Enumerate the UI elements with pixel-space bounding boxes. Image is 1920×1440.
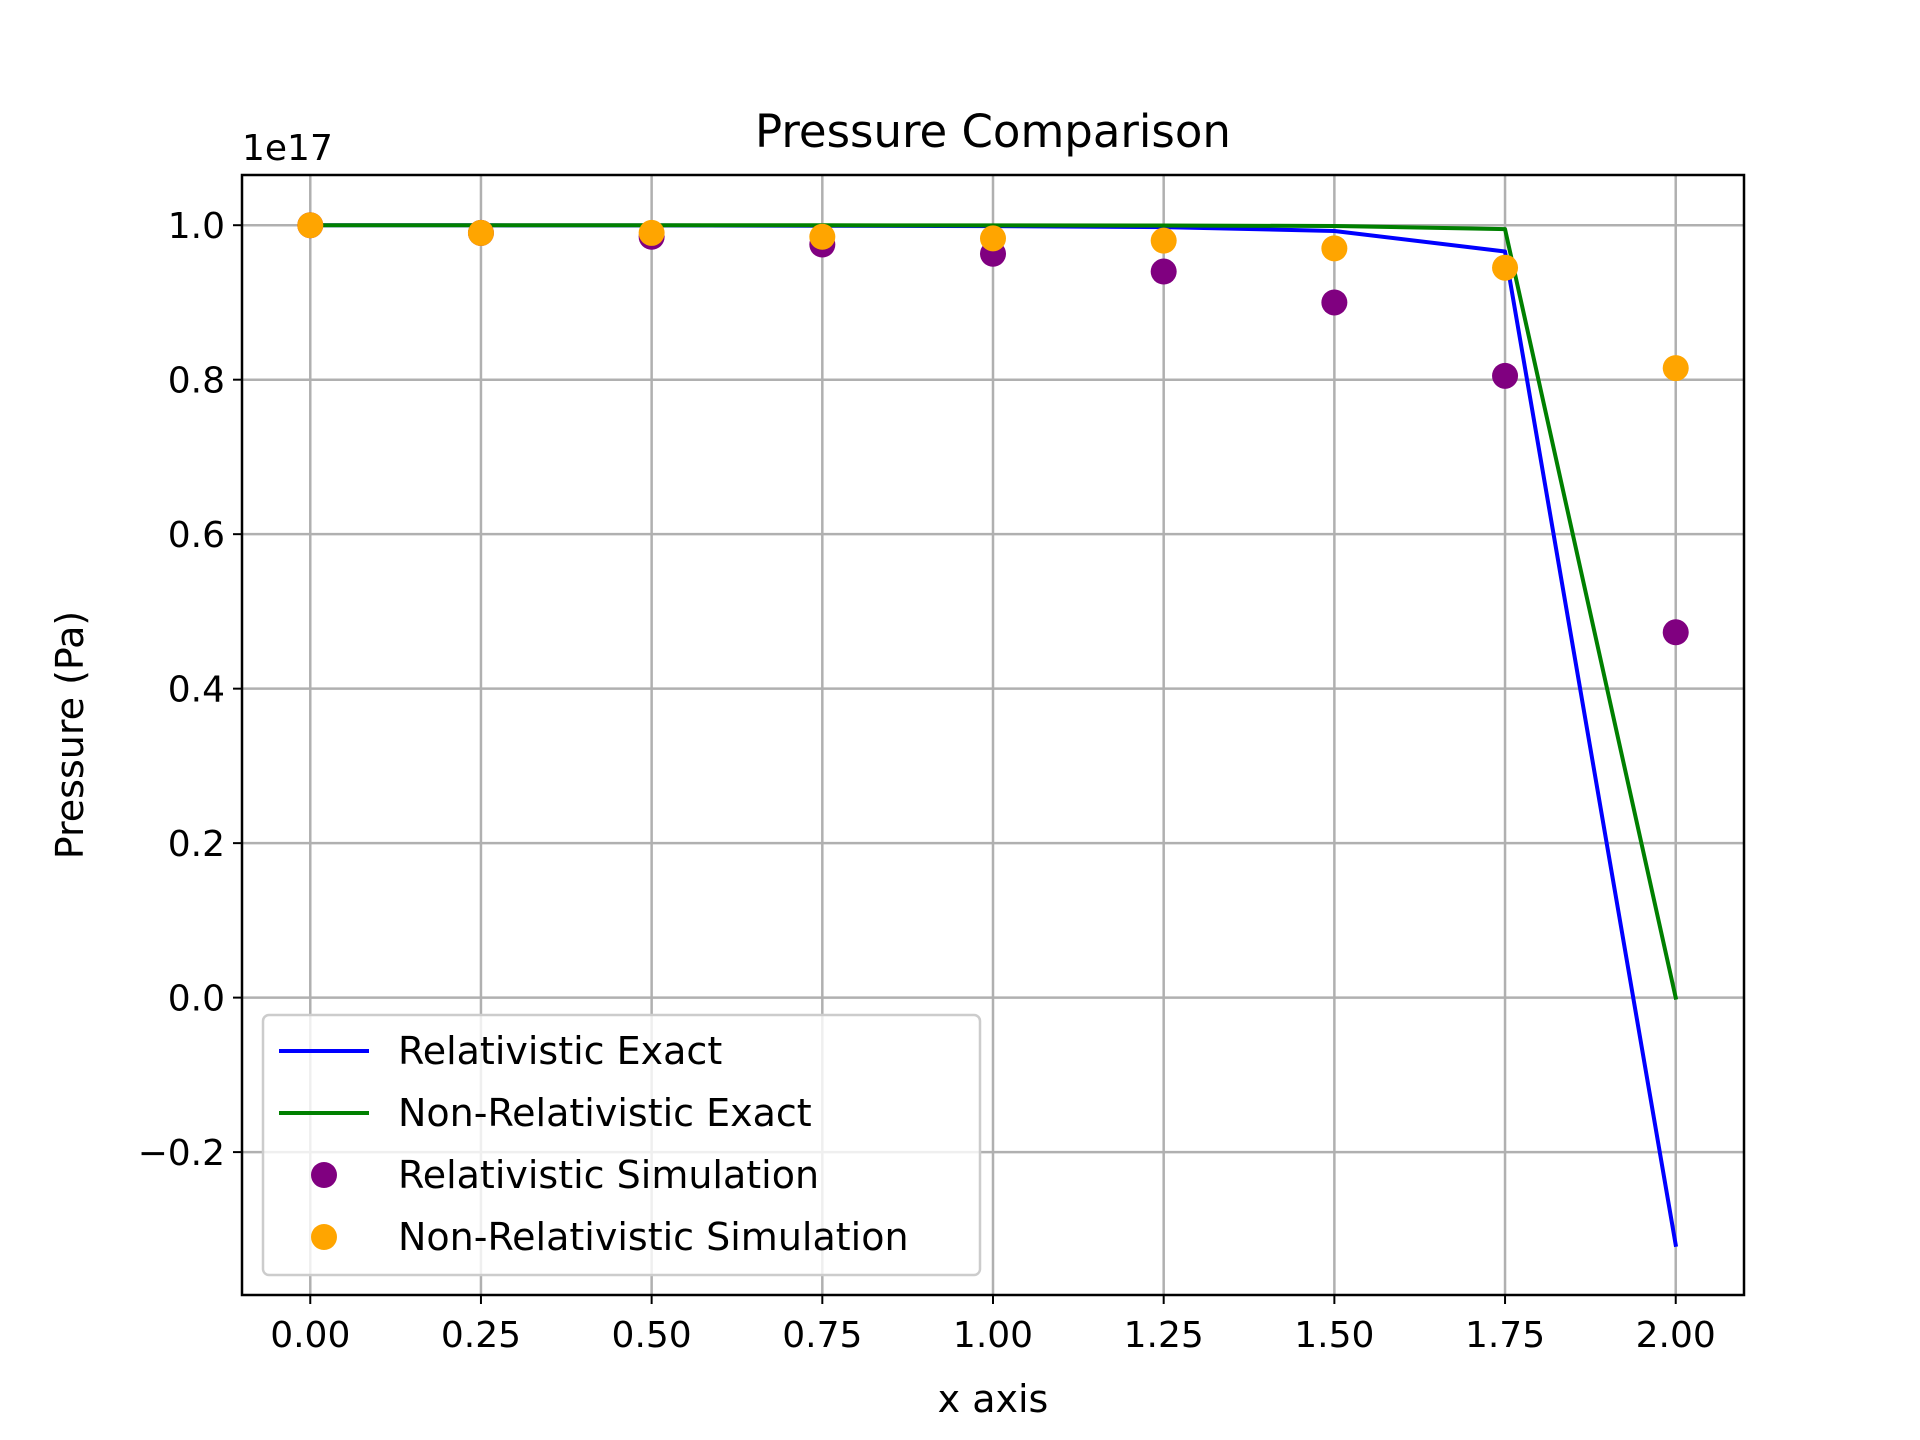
legend-swatch-non-relativistic-simulation	[311, 1224, 337, 1250]
point-non-relativistic-simulation	[1492, 254, 1519, 281]
legend-frame	[261, 1013, 982, 1277]
x-tick-label: 1.50	[1294, 1315, 1374, 1356]
x-tick-label: 0.75	[782, 1315, 862, 1356]
legend-label: Non-Relativistic Simulation	[398, 1215, 909, 1259]
point-non-relativistic-simulation	[980, 225, 1006, 252]
grid	[242, 175, 1744, 1295]
y-tick-label: 1.0	[168, 206, 225, 247]
y-tick-label: 0.4	[168, 670, 225, 711]
ticks: 0.00 0.25 0.50 0.75 1.00 1.25 1.50 1.75 2.00 −0.2…	[138, 206, 1716, 1356]
series-layer	[297, 212, 1689, 1248]
x-tick-label: 0.25	[441, 1315, 521, 1356]
legend-label: Non-Relativistic Exact	[398, 1091, 812, 1135]
point-relativistic-simulation	[1492, 362, 1519, 389]
x-tick-label: 0.00	[270, 1315, 350, 1356]
x-axis-title: x axis	[938, 1377, 1049, 1421]
x-tick-label: 1.00	[953, 1315, 1033, 1356]
x-tick-label: 0.50	[612, 1315, 692, 1356]
x-tick-label: 1.25	[1124, 1315, 1204, 1356]
point-non-relativistic-simulation	[1662, 355, 1689, 382]
legend-items: Relativistic Exact Non-Relativistic Exact…	[279, 1029, 909, 1259]
y-tick-label: 0.2	[168, 824, 225, 865]
legend-label: Relativistic Exact	[398, 1029, 722, 1073]
point-non-relativistic-simulation	[809, 223, 836, 250]
point-non-relativistic-simulation	[1150, 227, 1177, 254]
y-axis-title: Pressure (Pa)	[48, 611, 92, 859]
legend-swatch-relativistic-simulation	[311, 1162, 337, 1188]
x-tick-label: 1.75	[1465, 1315, 1545, 1356]
point-relativistic-simulation	[1150, 258, 1177, 285]
y-tick-label: 0.0	[168, 979, 225, 1020]
y-tick-label: 0.8	[168, 361, 225, 402]
point-relativistic-simulation	[1662, 619, 1689, 646]
point-non-relativistic-simulation	[1321, 235, 1348, 262]
y-offset-label: 1e17	[242, 128, 333, 169]
y-tick-label: −0.2	[138, 1133, 225, 1174]
point-non-relativistic-simulation	[638, 219, 665, 246]
legend-label: Relativistic Simulation	[398, 1153, 819, 1197]
x-tick-label: 2.00	[1636, 1315, 1716, 1356]
chart-title: Pressure Comparison	[755, 105, 1231, 158]
y-tick-label: 0.6	[168, 515, 225, 556]
point-non-relativistic-simulation	[467, 219, 494, 246]
legend: Relativistic Exact Non-Relativistic Exact…	[261, 1013, 982, 1277]
point-relativistic-simulation	[1321, 289, 1348, 316]
point-non-relativistic-simulation	[297, 212, 324, 239]
